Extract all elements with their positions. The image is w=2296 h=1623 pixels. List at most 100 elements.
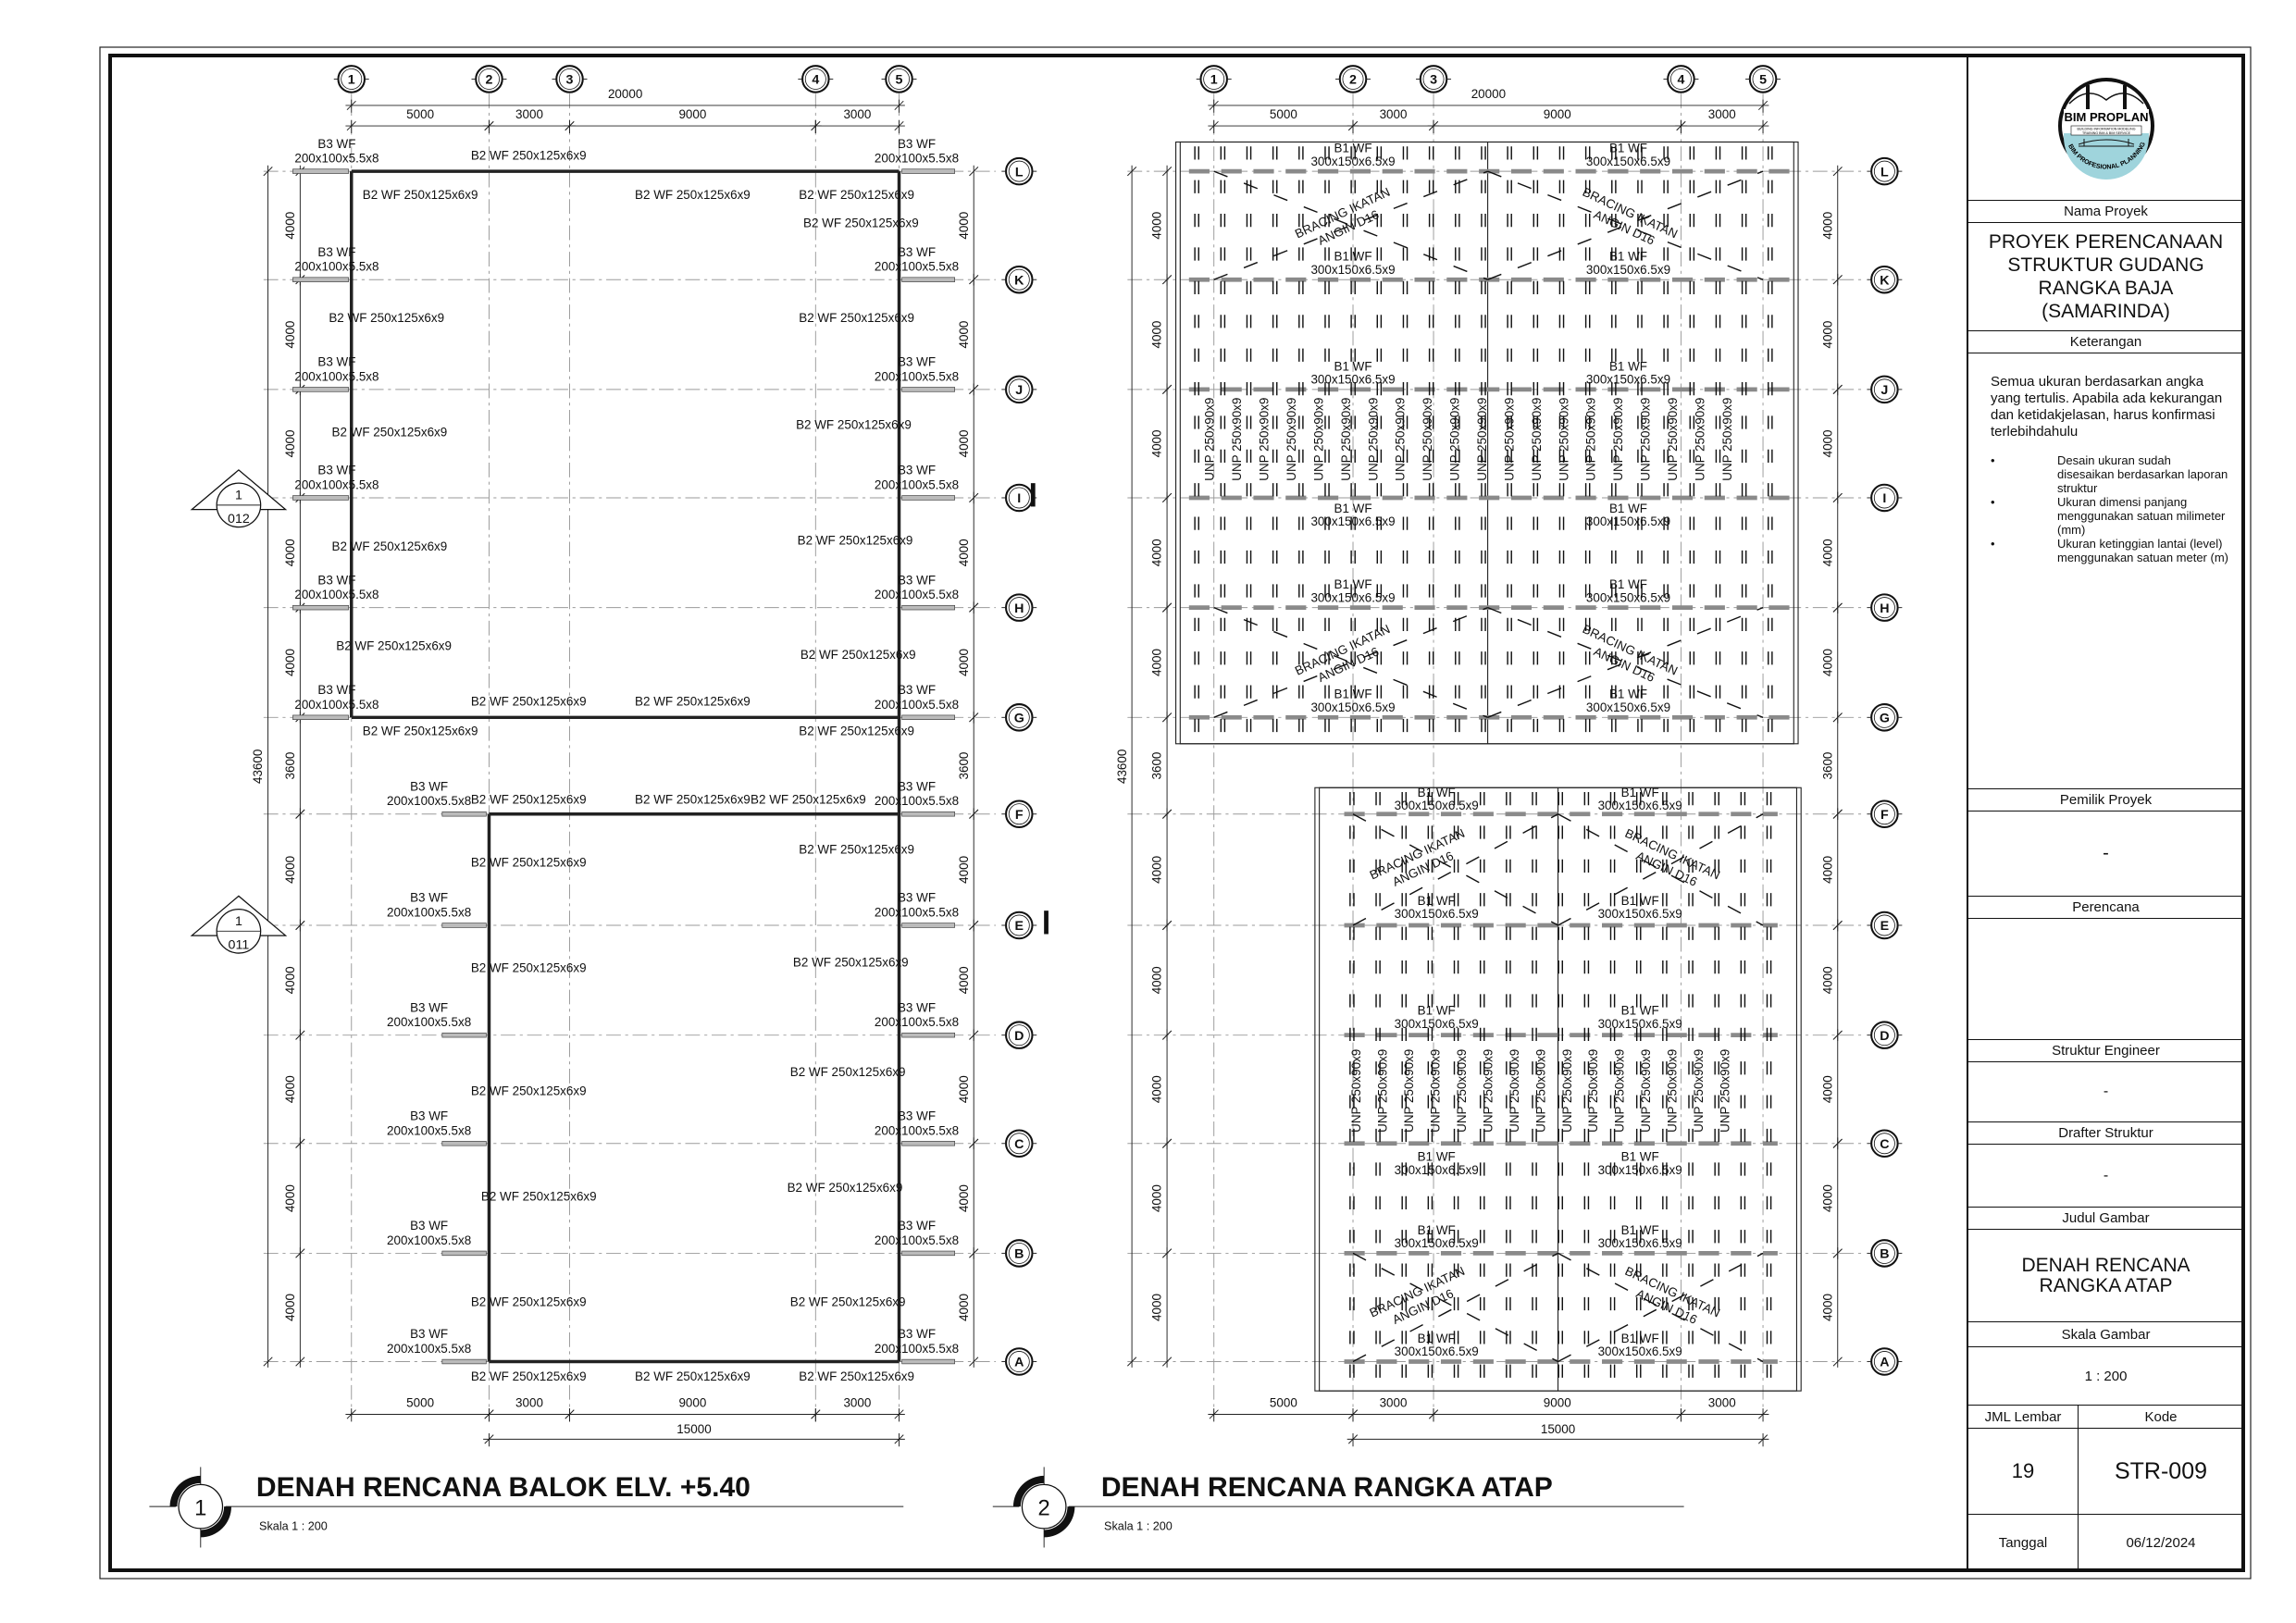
b2-label: B2 WF 250x125x6x9	[803, 216, 919, 229]
b2-label: B2 WF 250x125x6x9	[363, 188, 478, 202]
grid-bubble-inner	[1873, 914, 1895, 936]
sheet-code-header: JML Lembar Kode	[1968, 1406, 2243, 1429]
b1-label: 300x150x6.5x9	[1310, 155, 1395, 168]
b3-label: 200x100x5.5x8	[387, 1342, 471, 1356]
b1-label: 300x150x6.5x9	[1586, 700, 1670, 714]
unp-label: UNP 250x90x9	[1455, 1049, 1469, 1133]
b1-label: 300x150x6.5x9	[1395, 1163, 1479, 1177]
dimension-tick	[1161, 809, 1173, 819]
dimension-text: 3000	[843, 1396, 871, 1410]
dimension-text: 4000	[1820, 1294, 1834, 1321]
grid-label: D	[1014, 1029, 1024, 1044]
b3-beam-stub	[901, 604, 955, 611]
logo-tagline-1: BUILDING INFORMATION MODELING	[2077, 128, 2135, 131]
b2-label: B2 WF 250x125x6x9	[471, 695, 587, 709]
grid-bubble-inner	[1873, 803, 1895, 825]
date-row: Tanggal 06/12/2024	[1968, 1515, 2243, 1570]
unp-label: UNP 250x90x9	[1584, 398, 1598, 481]
b3-beam-stub	[901, 168, 955, 174]
b3-label: 200x100x5.5x8	[875, 1342, 959, 1356]
dimension-text: 4000	[1150, 1075, 1164, 1103]
unp-label: UNP 250x90x9	[1448, 398, 1462, 481]
dimension-text: 4000	[283, 649, 297, 676]
unp-label: UNP 250x90x9	[1349, 1049, 1363, 1133]
note-text: Desain ukuran sudah disesaikan berdasark…	[2057, 453, 2228, 495]
b3-label: 200x100x5.5x8	[875, 1233, 959, 1247]
bullet: •	[1991, 537, 1995, 551]
b3-label: B3 WF	[410, 1000, 448, 1014]
b1-label: B1 WF	[1418, 1004, 1456, 1018]
b1-label: 300x150x6.5x9	[1586, 155, 1670, 168]
project-label: Nama Proyek	[1968, 201, 2243, 223]
dimension-tick	[969, 1248, 979, 1258]
b3-label: 200x100x5.5x8	[875, 698, 959, 712]
grid-label: 3	[566, 73, 574, 88]
dimension-tick	[1832, 1030, 1843, 1040]
unp-label: UNP 250x90x9	[1666, 398, 1680, 481]
project-name-line: RANGKA BAJA	[2038, 278, 2174, 299]
dimension-tick	[1832, 384, 1843, 394]
grid-label: H	[1880, 601, 1889, 616]
b1-label: B1 WF	[1609, 688, 1647, 701]
grid-bubble-inner	[1873, 1024, 1895, 1047]
grid-label: J	[1880, 383, 1888, 398]
engineer-label: Struktur Engineer	[1968, 1040, 2243, 1062]
b1-label: 300x150x6.5x9	[1395, 799, 1479, 812]
b3-label: B3 WF	[410, 891, 448, 905]
inner-border	[108, 54, 2245, 1572]
dimension-text: 4000	[1820, 212, 1834, 240]
grid-bubble-inner	[1873, 1242, 1895, 1264]
dimension-text: 15000	[676, 1422, 711, 1436]
drawing-content: 1 2 3 4 5 L K J I H G F E D C B A 20000 5000 5000 3000 3000 90…	[149, 65, 1903, 1548]
section-cut-mark	[1044, 911, 1049, 935]
unp-label: UNP 250x90x9	[1339, 398, 1353, 481]
b3-label: B3 WF	[898, 245, 936, 259]
dimension-text: 3000	[1380, 107, 1408, 121]
scale-label: Skala Gambar	[1968, 1322, 2243, 1347]
dimension-text: 3600	[957, 752, 971, 780]
b3-label: 200x100x5.5x8	[875, 794, 959, 808]
b2-label: B2 WF 250x125x6x9	[363, 724, 478, 737]
note-item: • Desain ukuran sudah disesaikan berdasar…	[1991, 453, 2230, 495]
dimension-text: 20000	[608, 87, 642, 101]
dimension-tick	[1832, 809, 1843, 819]
grid-label: 1	[348, 73, 355, 88]
b2-label: B2 WF 250x125x6x9	[790, 1065, 906, 1079]
grid-bubble-inner	[1008, 1024, 1030, 1047]
drawing-title-line: RANGKA ATAP	[2039, 1274, 2173, 1296]
b1-label: B1 WF	[1621, 894, 1659, 908]
b1-label: 300x150x6.5x9	[1586, 263, 1670, 277]
grid-label: 5	[896, 73, 903, 88]
b1-label: B1 WF	[1334, 250, 1371, 264]
grid-label: K	[1880, 273, 1890, 288]
dimension-tick	[1832, 1248, 1843, 1258]
dimension-tick	[969, 920, 979, 931]
b2-label: B2 WF 250x125x6x9	[635, 188, 751, 202]
title-block: BIM PROPLAN BUILDING INFORMATION MODELIN…	[1967, 56, 2243, 1570]
unp-label: UNP 250x90x9	[1586, 1049, 1600, 1133]
dimension-tick	[969, 167, 979, 177]
dimension-tick	[295, 920, 305, 931]
dimension-text: 4000	[283, 966, 297, 994]
grid-label: 2	[486, 73, 493, 88]
b2-label: B2 WF 250x125x6x9	[332, 539, 448, 553]
dimension-tick	[1161, 275, 1173, 285]
dimension-tick	[969, 1030, 979, 1040]
b3-label: B3 WF	[898, 355, 936, 369]
b3-beam-stub	[441, 1032, 487, 1038]
dimension-text: 5000	[1270, 1396, 1297, 1410]
logo-tagline-2: TRAINING BIM & BIM SERVICE	[2081, 131, 2130, 135]
unp-label: UNP 250x90x9	[1530, 398, 1544, 481]
dimension-text: 4000	[957, 539, 971, 566]
unp-label: UNP 250x90x9	[1230, 398, 1244, 481]
bracing-rod	[1558, 1252, 1764, 1363]
dimension-text: 4000	[1820, 856, 1834, 884]
b2-label: B2 WF 250x125x6x9	[481, 1189, 597, 1203]
b3-label: B3 WF	[317, 573, 355, 587]
grid-bubble-inner	[1008, 914, 1030, 936]
grid-label: F	[1015, 808, 1024, 823]
b2-label: B2 WF 250x125x6x9	[471, 856, 587, 870]
dimension-text: 4000	[957, 966, 971, 994]
b2-label: B2 WF 250x125x6x9	[796, 418, 912, 432]
code-value: STR-009	[2114, 1457, 2208, 1484]
